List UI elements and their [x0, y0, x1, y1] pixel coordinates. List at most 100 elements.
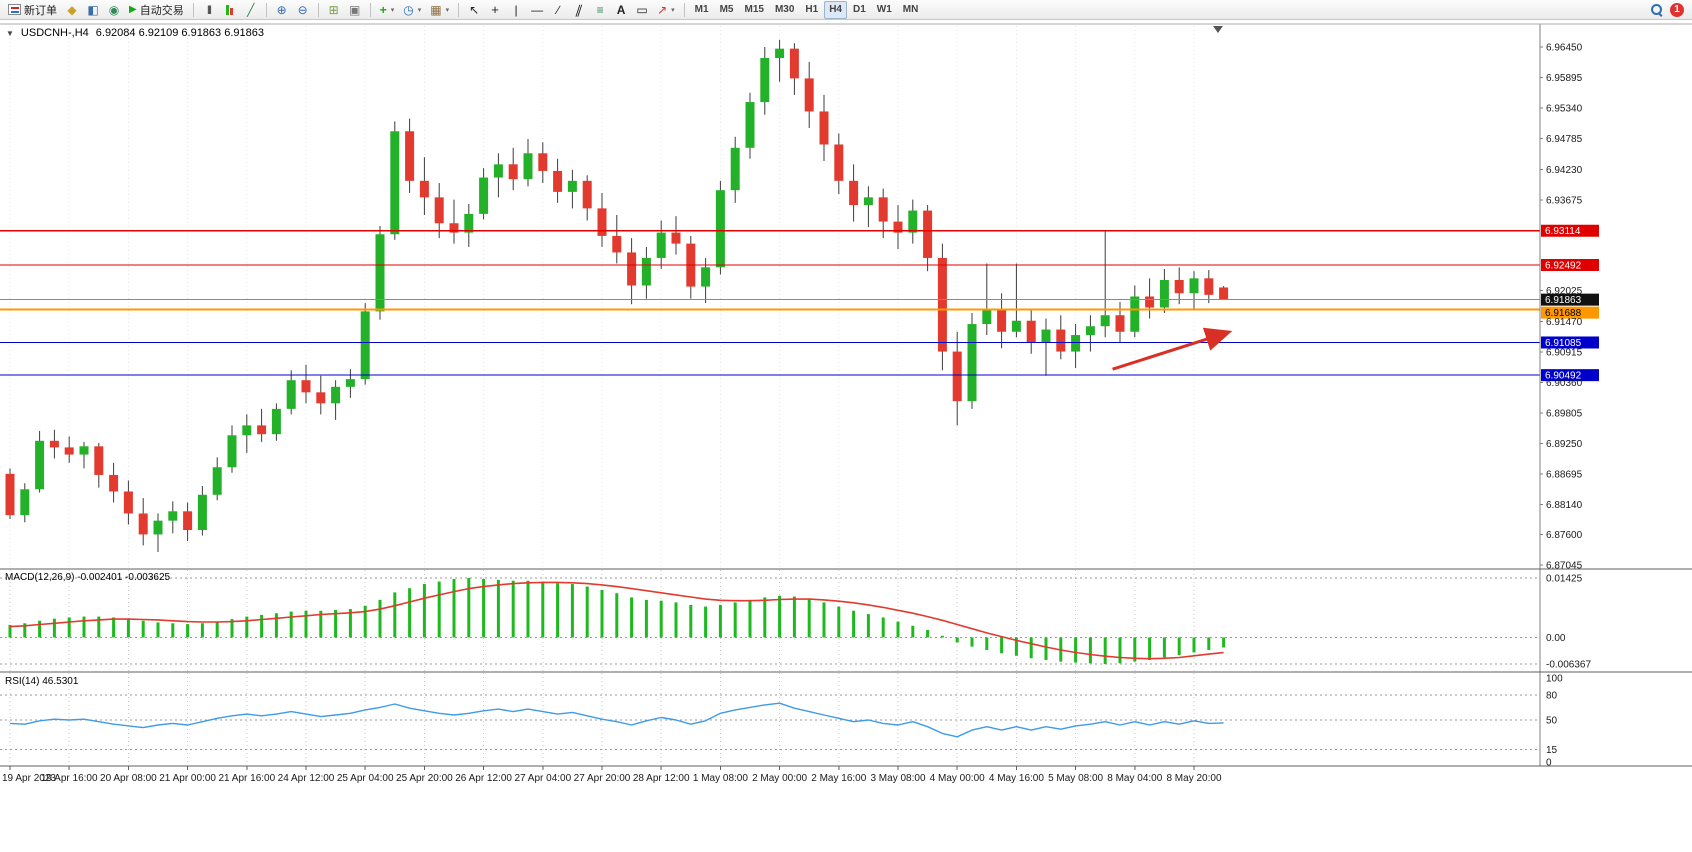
- time-axis-label: 21 Apr 00:00: [159, 773, 216, 784]
- cursor-mode-button[interactable]: ↖: [464, 1, 484, 19]
- price-axis-label: 6.90360: [1546, 378, 1583, 389]
- line-chart-mode-button[interactable]: ╱: [241, 1, 261, 19]
- support-line-1-badge-label: 6.91085: [1545, 338, 1582, 349]
- price-axis-label: 6.95895: [1546, 73, 1583, 84]
- toolbar-separator: [369, 2, 371, 17]
- dropdown-caret-icon: ▾: [390, 6, 395, 14]
- candlestick-series[interactable]: [5, 39, 1229, 553]
- horizontal-levels[interactable]: 6.93114 6.92492 6.91863 6.91688 6.91085 6.904…: [0, 224, 1599, 382]
- macd-axis-label: 0.00: [1546, 633, 1566, 644]
- time-axis-label: 2 May 00:00: [752, 773, 807, 784]
- timeframe-w1-button[interactable]: W1: [872, 1, 897, 19]
- rsi-axis-label: 0: [1546, 758, 1552, 769]
- panel-separators[interactable]: [0, 23, 1692, 767]
- timeframe-m30-button[interactable]: M30: [770, 1, 799, 19]
- toolbar-separator: [317, 2, 319, 17]
- chart-dropdown-icon[interactable]: ▼: [6, 28, 14, 38]
- time-axis-label: 27 Apr 04:00: [514, 773, 571, 784]
- zoom-in-icon: ⊕: [276, 2, 287, 17]
- dropdown-caret-icon: ▾: [417, 6, 422, 14]
- timeframe-d1-button[interactable]: D1: [848, 1, 871, 19]
- trendline-tool-button[interactable]: ∕: [548, 1, 568, 19]
- time-axis-label: 4 May 00:00: [930, 773, 985, 784]
- bar-chart-mode-button[interactable]: |||: [199, 1, 219, 19]
- dropdown-caret-icon: ▾: [671, 6, 675, 14]
- horizontal-line-tool-button[interactable]: —: [527, 1, 547, 19]
- zoom-out-button[interactable]: ⊖: [293, 1, 313, 19]
- new-order-button[interactable]: 新订单: [4, 1, 61, 19]
- crosshair-button[interactable]: +: [485, 1, 505, 19]
- price-axis-label: 6.87600: [1546, 530, 1583, 541]
- timeframe-h1-button[interactable]: H1: [800, 1, 823, 19]
- chart-title-bar: ▼ USDCNH-,H4 6.92084 6.92109 6.91863 6.9…: [6, 27, 264, 39]
- price-axis-label: 6.93675: [1546, 195, 1583, 206]
- arrows-tool-button[interactable]: ↗ ▾: [653, 1, 679, 19]
- support-line-2-badge: [1541, 369, 1599, 382]
- timeframe-mn-button[interactable]: MN: [898, 1, 924, 19]
- timeframe-m1-button[interactable]: M1: [690, 1, 714, 19]
- zoom-out-icon: ⊖: [297, 2, 308, 17]
- indicators-button[interactable]: + ▾: [376, 1, 399, 19]
- trendline-icon: ∕: [557, 2, 560, 17]
- timeframe-m5-button[interactable]: M5: [715, 1, 739, 19]
- ohlc-bars-icon: |||: [207, 4, 212, 14]
- channel-icon: ∥: [573, 2, 585, 17]
- timeframe-m15-button[interactable]: M15: [739, 1, 768, 19]
- time-axis-label: 28 Apr 12:00: [633, 773, 690, 784]
- zoom-in-button[interactable]: ⊕: [272, 1, 292, 19]
- price-axis-label: 6.90915: [1546, 347, 1583, 358]
- rsi-axis-label: 80: [1546, 690, 1558, 701]
- macd-level-lines: [0, 577, 1540, 665]
- time-axis-label: 8 May 04:00: [1107, 773, 1162, 784]
- time-axis-label: 19 Apr 16:00: [41, 773, 98, 784]
- candlestick-mode-button[interactable]: [220, 1, 240, 19]
- time-axis-label: 5 May 08:00: [1048, 773, 1103, 784]
- price-axis-label: 6.87045: [1546, 561, 1583, 572]
- channel-tool-button[interactable]: ∥: [569, 1, 589, 19]
- auto-arrange-icon: ▣: [349, 2, 361, 17]
- macd-axis-label: -0.006367: [1546, 660, 1591, 671]
- timeframe-h4-button[interactable]: H4: [824, 0, 847, 19]
- fibonacci-tool-button[interactable]: ≡: [590, 1, 610, 19]
- templates-button[interactable]: ▦ ▾: [426, 1, 453, 19]
- navigator-button[interactable]: ◉: [104, 1, 124, 19]
- text-tool-icon: A: [616, 2, 626, 17]
- chart-canvas[interactable]: 6.93114 6.92492 6.91863 6.91688 6.91085 6.904…: [0, 20, 1692, 852]
- toolbar-separator: [192, 2, 194, 17]
- chart-shift-marker[interactable]: [1213, 26, 1223, 33]
- price-axis-label: 6.94230: [1546, 165, 1583, 176]
- time-axis-label: 25 Apr 20:00: [396, 773, 453, 784]
- text-tool-button[interactable]: A: [611, 1, 631, 19]
- toolbar-separator: [683, 2, 685, 17]
- auto-arrange-button[interactable]: ▣: [345, 1, 365, 19]
- chart-symbol-period: USDCNH-,H4: [20, 27, 89, 39]
- rsi-axis-label: 15: [1546, 745, 1558, 756]
- price-axis-label: 6.89805: [1546, 408, 1583, 419]
- tile-windows-button[interactable]: ⊞: [324, 1, 344, 19]
- price-axis-label: 6.94785: [1546, 134, 1583, 145]
- vertical-line-tool-button[interactable]: |: [506, 1, 526, 19]
- price-axis[interactable]: 6.96450 6.95895 6.95340 6.94785 6.94230 6.936…: [1539, 24, 1591, 769]
- time-axis-label: 24 Apr 12:00: [278, 773, 335, 784]
- auto-trading-button[interactable]: ▶ 自动交易: [125, 1, 188, 19]
- time-axis-label: 27 Apr 20:00: [574, 773, 631, 784]
- price-axis-label: 6.88695: [1546, 470, 1583, 481]
- tile-windows-icon: ⊞: [328, 2, 339, 17]
- crosshair-icon: +: [491, 2, 499, 17]
- periods-button[interactable]: ◷ ▾: [399, 1, 425, 19]
- metaeditor-button[interactable]: ◆: [62, 1, 82, 19]
- trend-arrow-annotation[interactable]: [1112, 327, 1233, 371]
- market-watch-button[interactable]: ◧: [83, 1, 103, 19]
- search-icon[interactable]: [1650, 3, 1663, 16]
- horizontal-line-icon: —: [531, 2, 544, 17]
- notification-badge[interactable]: 1: [1670, 2, 1684, 17]
- resistance-line-1-badge: [1541, 224, 1599, 237]
- dropdown-caret-icon: ▾: [445, 6, 450, 14]
- label-tool-button[interactable]: ▭: [632, 1, 652, 19]
- toolbar-right-cluster: 1: [1650, 2, 1688, 17]
- auto-trading-play-icon: ▶: [129, 3, 137, 15]
- candlestick-icon: [226, 4, 234, 15]
- price-axis-label: 6.91470: [1546, 317, 1583, 328]
